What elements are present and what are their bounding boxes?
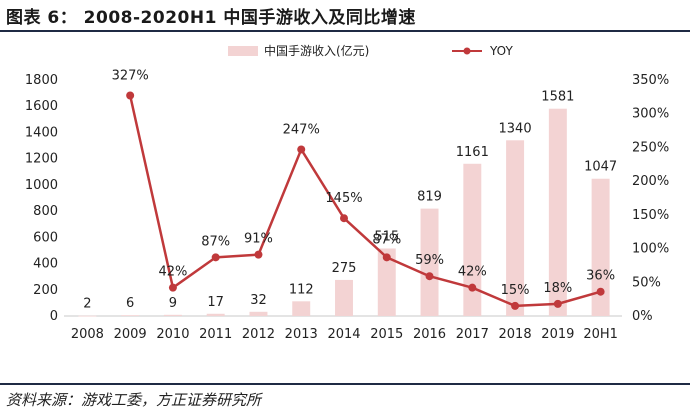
left-axis: 0 200 400 600 800 1000 1200 1400 1600 1800	[25, 73, 58, 324]
left-axis-tick-label: 0	[50, 309, 58, 324]
yoy-label: 36%	[586, 269, 615, 284]
figure-title: 图表 6： 2008-2020H1 中国手游收入及同比增速	[6, 8, 416, 28]
revenue-bar	[335, 279, 353, 316]
revenue-bar	[506, 140, 525, 316]
yoy-label: 91%	[244, 232, 273, 247]
revenue-bar-label: 17	[207, 295, 224, 310]
revenue-bar-label: 112	[289, 282, 314, 297]
revenue-bar-label: 1340	[499, 121, 532, 136]
yoy-label: 327%	[112, 69, 149, 84]
source-divider	[0, 383, 690, 385]
x-axis-category-label: 2008	[71, 327, 104, 342]
revenue-bar-label: 275	[332, 261, 357, 276]
yoy-point	[126, 91, 135, 100]
revenue-bar-label: 515	[374, 229, 399, 244]
x-axis-category-label: 2016	[413, 327, 446, 342]
yoy-point	[382, 253, 391, 262]
revenue-bar-label: 9	[169, 296, 177, 311]
right-axis-tick-label: 300%	[632, 107, 669, 122]
right-axis-tick-label: 250%	[632, 140, 669, 155]
title-divider	[0, 30, 690, 32]
left-axis-tick-label: 1000	[25, 178, 58, 193]
yoy-point	[168, 283, 177, 292]
revenue-bar	[121, 315, 140, 317]
yoy-point	[425, 272, 434, 281]
yoy-point	[553, 299, 562, 308]
yoy-label: 87%	[372, 232, 401, 247]
yoy-value-labels: 327% 42% 87% 91% 247% 145% 87% 59% 42% 15% 18% 36%	[112, 69, 616, 298]
x-axis-category-label: 2019	[541, 327, 574, 342]
revenue-bar	[420, 208, 439, 316]
left-axis-tick-label: 1800	[25, 73, 58, 88]
x-axis-category-label: 2013	[285, 327, 318, 342]
legend-bar-swatch	[228, 46, 258, 56]
left-axis-tick-label: 1200	[25, 152, 58, 167]
legend-line-label: YOY	[489, 44, 513, 58]
yoy-point	[596, 287, 605, 296]
yoy-label: 247%	[283, 122, 320, 137]
revenue-bar	[292, 301, 311, 316]
right-axis-tick-label: 150%	[632, 208, 669, 223]
yoy-label: 15%	[501, 283, 530, 298]
yoy-label: 42%	[158, 265, 187, 280]
revenue-bar	[463, 163, 482, 316]
revenue-bar	[548, 108, 567, 316]
yoy-point	[468, 283, 477, 292]
x-axis-category-label: 2018	[499, 327, 532, 342]
right-axis-tick-label: 200%	[632, 174, 669, 189]
x-axis-labels: 2008 2009 2010 2011 2012 2013 2014 2015 2016 2017…	[71, 327, 618, 342]
x-axis-category-label: 2012	[242, 327, 275, 342]
revenue-bar-label: 1161	[456, 145, 489, 160]
x-axis-category-label: 2014	[327, 327, 360, 342]
revenue-bar-label: 1047	[584, 160, 617, 175]
revenue-bar-label: 6	[126, 296, 134, 311]
left-axis-tick-label: 800	[33, 204, 58, 219]
source-note: 资料来源：游戏工委，方正证券研究所	[6, 391, 262, 409]
bar-value-labels: 2 6 9 17 32 112 275 515 819 1161 1340 1581 1047	[83, 90, 617, 312]
revenue-bar	[206, 313, 225, 316]
revenue-bar-label: 32	[250, 293, 267, 308]
x-axis-category-label: 2010	[156, 327, 189, 342]
revenue-bar	[377, 248, 396, 316]
right-axis-tick-label: 50%	[632, 275, 661, 290]
bar-series	[78, 108, 610, 317]
yoy-point	[340, 214, 348, 223]
revenue-bar-label: 1581	[541, 90, 574, 105]
revenue-bar	[591, 178, 610, 316]
yoy-line-series	[126, 91, 605, 310]
revenue-bar-label: 819	[417, 190, 442, 205]
x-axis-category-label: 2017	[456, 327, 489, 342]
x-axis-category-label: 20H1	[583, 327, 618, 342]
yoy-label: 145%	[325, 191, 362, 206]
left-axis-tick-label: 400	[33, 257, 58, 272]
yoy-label: 59%	[415, 253, 444, 268]
left-axis-tick-label: 1600	[25, 99, 58, 114]
yoy-point	[211, 253, 220, 262]
left-axis-tick-label: 200	[33, 283, 58, 298]
revenue-bar	[78, 315, 97, 317]
revenue-bar	[163, 314, 182, 316]
yoy-line	[128, 95, 601, 308]
right-axis-tick-label: 350%	[632, 73, 669, 88]
left-axis-tick-label: 1400	[25, 125, 58, 140]
right-axis-tick-label: 0%	[632, 309, 653, 324]
yoy-point	[511, 301, 520, 310]
x-axis-category-label: 2009	[114, 327, 147, 342]
chart-area: 中国手游收入(亿元) YOY 0 200 400 600 800 1000 1200 1400…	[25, 43, 669, 342]
legend-bar-label: 中国手游收入(亿元)	[264, 43, 369, 58]
right-axis-tick-label: 100%	[632, 242, 669, 257]
yoy-label: 42%	[458, 265, 487, 280]
yoy-point	[297, 145, 306, 154]
x-axis-category-label: 2011	[199, 327, 232, 342]
x-axis-category-label: 2015	[370, 327, 403, 342]
revenue-bar-label: 2	[83, 297, 91, 312]
yoy-label: 18%	[543, 281, 572, 296]
yoy-point	[254, 250, 263, 259]
legend-line-marker	[463, 47, 471, 55]
right-axis: 0% 50% 100% 150% 200% 250% 300% 350%	[632, 73, 669, 324]
left-axis-tick-label: 600	[33, 230, 58, 245]
revenue-bar	[249, 311, 268, 316]
legend: 中国手游收入(亿元) YOY	[228, 43, 513, 58]
yoy-label: 87%	[201, 234, 230, 249]
